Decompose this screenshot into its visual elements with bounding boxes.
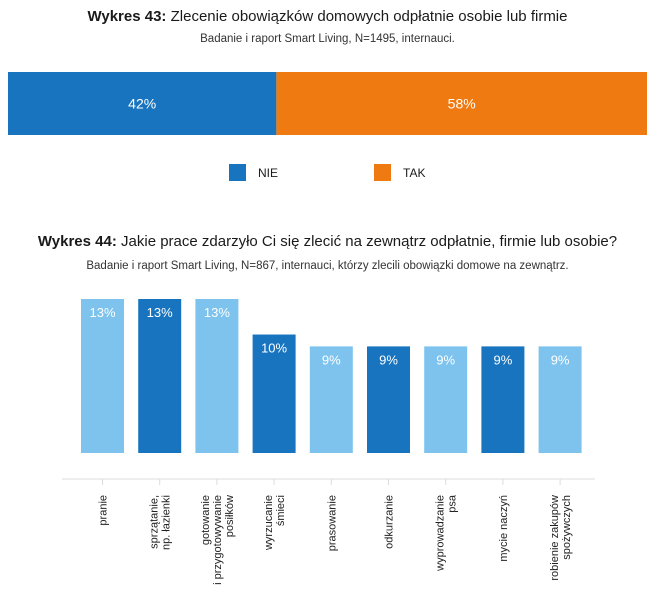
bar-value-label-9: 9% bbox=[551, 352, 570, 367]
x-tick-label-3: gotowaniei przygotowywanieposiłków bbox=[200, 495, 236, 585]
x-tick-label-line: spożywczych bbox=[561, 495, 573, 560]
bar-value-label-5: 9% bbox=[322, 352, 341, 367]
bar-value-label-2: 13% bbox=[147, 305, 173, 320]
bar-5 bbox=[309, 346, 353, 453]
bar-7 bbox=[424, 346, 468, 453]
bar-value-label-3: 13% bbox=[204, 305, 230, 320]
x-tick-label-4: wyrzucanieśmieci bbox=[263, 495, 287, 551]
x-tick-label-line: pranie bbox=[98, 495, 110, 526]
x-tick-label-line: np. łazienki bbox=[161, 495, 173, 550]
bar-4 bbox=[252, 334, 296, 453]
x-tick-label-line: robienie zakupów bbox=[549, 495, 561, 581]
chart-44-title: Wykres 44: Jakie prace zdarzyło Ci się z… bbox=[0, 233, 655, 250]
chart-44-title-text: Jakie prace zdarzyło Ci się zlecić na ze… bbox=[121, 233, 618, 250]
x-tick-label-9: robienie zakupówspożywczych bbox=[549, 495, 573, 581]
x-tick-label-7: wyprowadzaniepsa bbox=[435, 494, 459, 572]
x-tick-label-line: wyrzucanie bbox=[263, 495, 275, 551]
stacked-bar-segment-nie bbox=[8, 72, 277, 135]
chart-44-title-prefix: Wykres 44: bbox=[37, 233, 117, 250]
bar-2 bbox=[138, 299, 182, 453]
chart-43-title-text: Zlecenie obowiązków domowych odpłatnie o… bbox=[170, 8, 568, 25]
segment-label-nie: 42% bbox=[128, 96, 156, 112]
legend-label-tak: TAK bbox=[403, 165, 426, 180]
stacked-bar-segment-tak bbox=[276, 72, 647, 135]
bar-3 bbox=[195, 299, 239, 453]
x-tick-label-2: sprzątanie,np. łazienki bbox=[149, 495, 173, 550]
chart-43-subtitle: Badanie i raport Smart Living, N=1495, i… bbox=[200, 33, 455, 45]
x-tick-label-1: pranie bbox=[98, 495, 110, 526]
x-tick-label-line: śmieci bbox=[275, 495, 287, 526]
bar-value-label-8: 9% bbox=[494, 352, 513, 367]
chart-44-subtitle: Badanie i raport Smart Living, N=867, in… bbox=[86, 260, 569, 272]
legend-swatch-tak bbox=[374, 164, 391, 181]
x-tick-label-6: odkurzanie bbox=[384, 495, 396, 549]
x-tick-label-line: prasowanie bbox=[326, 495, 338, 551]
chart-43-title: Wykres 43: Zlecenie obowiązków domowych … bbox=[0, 8, 655, 25]
bar-value-label-6: 9% bbox=[379, 352, 398, 367]
legend-item-nie: NIE bbox=[229, 164, 278, 181]
x-tick-label-line: mycie naczyń bbox=[498, 495, 510, 562]
x-tick-label-line: wyprowadzanie bbox=[435, 495, 447, 572]
x-tick-label-5: prasowanie bbox=[326, 495, 338, 551]
bar-9 bbox=[538, 346, 582, 453]
x-tick-label-line: i przygotowywanie bbox=[212, 495, 224, 585]
bar-value-label-7: 9% bbox=[436, 352, 455, 367]
x-tick-label-line: sprzątanie, bbox=[149, 495, 161, 549]
x-tick-label-line: posiłków bbox=[224, 495, 236, 537]
chart-43-title-prefix: Wykres 43: bbox=[87, 8, 167, 25]
legend-swatch-nie bbox=[229, 164, 246, 181]
x-tick-label-8: mycie naczyń bbox=[498, 495, 510, 562]
x-tick-label-line: psa bbox=[447, 494, 459, 513]
x-tick-label-line: gotowanie bbox=[200, 495, 212, 545]
bar-1 bbox=[81, 299, 124, 453]
x-tick-label-line: odkurzanie bbox=[384, 495, 396, 549]
bar-value-label-4: 10% bbox=[261, 341, 287, 356]
bar-value-label-1: 13% bbox=[89, 305, 115, 320]
bar-6 bbox=[367, 346, 410, 453]
segment-label-tak: 58% bbox=[448, 96, 476, 112]
legend-label-nie: NIE bbox=[258, 165, 279, 180]
legend-item-tak: TAK bbox=[374, 164, 425, 181]
bar-8 bbox=[481, 346, 525, 453]
